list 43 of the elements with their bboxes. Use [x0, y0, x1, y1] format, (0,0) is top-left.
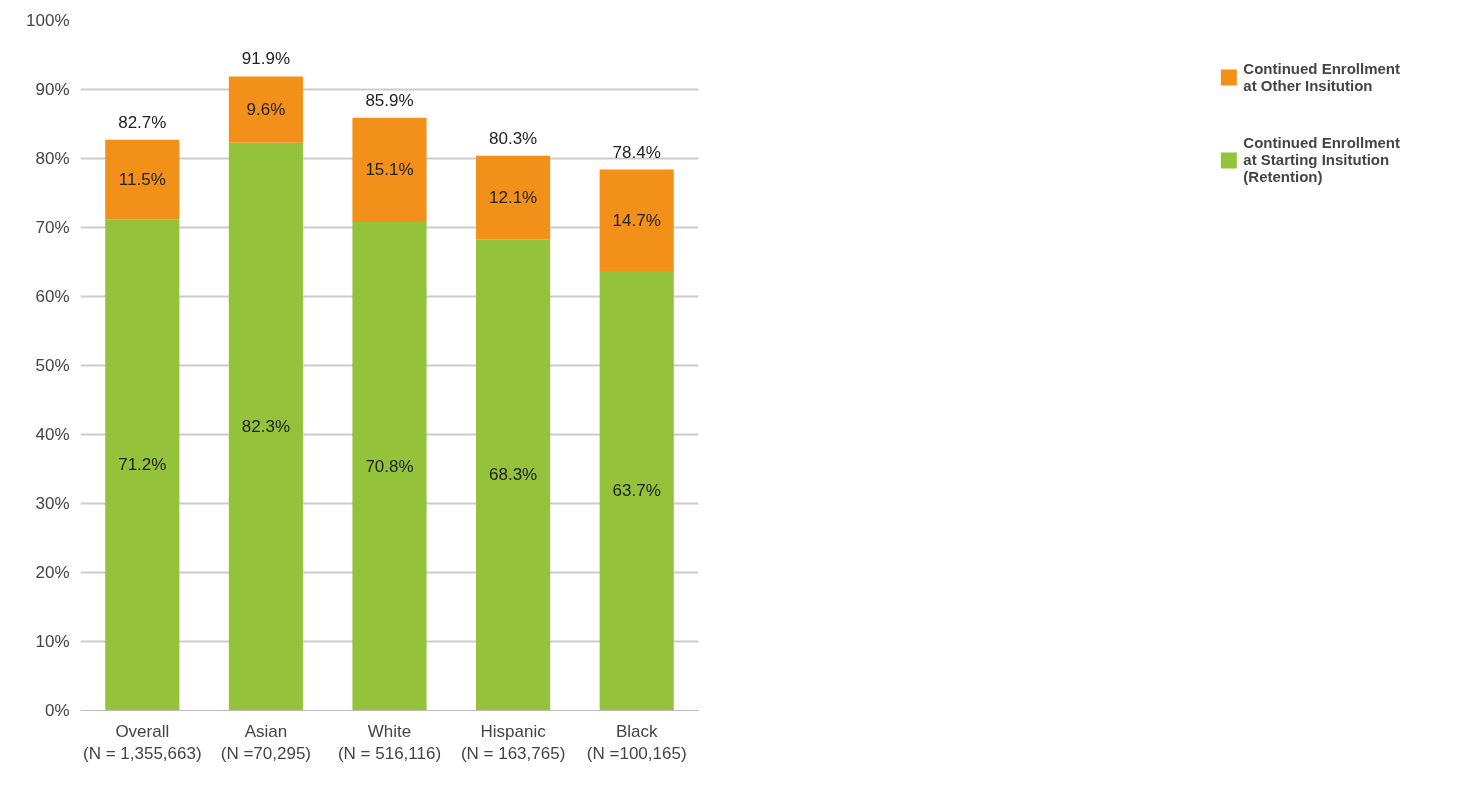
- data-label: 15.1%: [365, 160, 414, 180]
- bar: [352, 221, 427, 711]
- legend-label: Continued Enrollment at Starting Insitution (Retention): [1243, 134, 1400, 185]
- bar: [476, 239, 551, 711]
- legend-label: Continued Enrollment at Other Insitution: [1243, 60, 1400, 94]
- data-label: 82.3%: [241, 417, 290, 437]
- x-tick-label: Overall (N = 1,355,663): [83, 721, 202, 764]
- y-tick-label: 80%: [35, 149, 70, 168]
- total-label: 82.7%: [118, 112, 167, 132]
- total-label: 91.9%: [241, 49, 290, 69]
- data-label: 12.1%: [489, 187, 538, 207]
- data-label: 11.5%: [118, 170, 166, 190]
- y-tick-label: 100%: [26, 11, 70, 30]
- bar: [105, 139, 180, 220]
- data-label: 68.3%: [489, 465, 538, 485]
- data-label: 70.8%: [365, 456, 414, 476]
- data-label: 71.2%: [118, 455, 167, 475]
- x-tick-label: Asian (N =70,295): [220, 721, 312, 764]
- x-tick-label: White (N = 516,116): [337, 721, 442, 764]
- total-label: 80.3%: [489, 128, 538, 148]
- y-tick-label: 90%: [35, 80, 70, 99]
- x-tick-label: Hispanic (N = 163,765): [460, 721, 566, 764]
- bar: [599, 169, 674, 271]
- y-tick-label: 30%: [35, 494, 70, 513]
- total-label: 78.4%: [612, 142, 661, 162]
- y-tick-label: 10%: [35, 632, 70, 651]
- bar: [105, 219, 180, 711]
- y-tick-label: 0%: [44, 701, 70, 720]
- bar: [599, 270, 674, 711]
- bar: [228, 76, 303, 143]
- y-tick-label: 20%: [35, 563, 70, 582]
- x-tick-label: Black (N =100,165): [586, 721, 687, 764]
- y-tick-label: 70%: [35, 218, 70, 237]
- y-tick-label: 50%: [35, 356, 70, 375]
- bar: [228, 142, 303, 711]
- bar: [352, 117, 427, 222]
- bar: [476, 155, 551, 240]
- data-label: 14.7%: [612, 210, 661, 230]
- y-tick-label: 60%: [35, 287, 70, 306]
- data-label: 63.7%: [612, 481, 661, 501]
- total-label: 85.9%: [365, 90, 414, 110]
- y-tick-label: 40%: [35, 425, 70, 444]
- data-label: 9.6%: [246, 100, 286, 120]
